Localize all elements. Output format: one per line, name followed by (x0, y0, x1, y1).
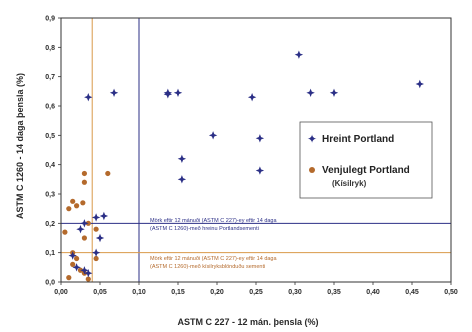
data-point-venjulegt (74, 203, 80, 209)
data-point-hreint (76, 225, 85, 234)
data-point-hreint (173, 88, 183, 97)
y-tick-label: 0,4 (45, 162, 55, 169)
data-point-venjulegt (66, 206, 72, 212)
series-hreint-portland (68, 50, 424, 278)
y-tick-label: 0,2 (45, 221, 55, 228)
y-axis-ticks: 0,0 0,1 0,2 0,3 0,4 0,5 0,6 0,7 0,8 0,9 (45, 16, 61, 287)
y-axis-title: ASTM C 1260 - 14 daga þensla (%) (15, 73, 25, 219)
x-tick-label: 0,25 (249, 289, 263, 296)
legend-marker-star-icon: ✦ (307, 132, 317, 146)
y-tick-label: 0,0 (45, 280, 55, 287)
data-point-hreint (177, 175, 187, 184)
data-point-hreint (247, 93, 257, 102)
data-point-venjulegt (81, 170, 87, 177)
annotation-orange-line1: Mörk eftir 12 mánuði (ASTM C 227)-ey eft… (150, 255, 277, 262)
data-point-hreint (91, 213, 101, 222)
data-point-venjulegt (66, 275, 72, 281)
annotation-orange-line2: (ASTM C 1260)-með kísilryksblönduðu seme… (150, 263, 265, 270)
annotation-blue: Mörk eftir 12 mánuði (ASTM C 227)-ey eft… (150, 217, 277, 232)
data-point-venjulegt (74, 255, 80, 262)
x-tick-label: 0,00 (54, 289, 68, 296)
legend-marker-circle-icon (309, 167, 315, 173)
data-point-hreint (415, 79, 424, 89)
data-point-hreint (294, 50, 304, 59)
data-point-hreint (80, 266, 89, 275)
x-axis-title: ASTM C 227 - 12 mán. þensla (%) (177, 317, 318, 327)
x-tick-label: 0,30 (288, 289, 302, 296)
x-tick-label: 0,20 (210, 289, 224, 296)
data-point-hreint (208, 131, 218, 140)
y-tick-label: 0,8 (45, 45, 55, 52)
series-venjulegt-portland (62, 170, 111, 282)
data-point-hreint (329, 88, 339, 97)
x-tick-label: 0,50 (444, 289, 458, 296)
data-point-hreint (306, 88, 315, 97)
annotation-blue-line1: Mörk eftir 12 mánuði (ASTM C 227)-ey eft… (150, 217, 277, 224)
annotation-orange: Mörk eftir 12 mánuði (ASTM C 227)-ey eft… (150, 255, 277, 270)
data-point-venjulegt (62, 229, 68, 235)
data-point-hreint (84, 93, 93, 102)
data-point-hreint (99, 211, 109, 221)
x-tick-label: 0,35 (327, 289, 341, 296)
data-point-venjulegt (85, 276, 91, 282)
legend-label-venjulegt: Venjulegt Portland (322, 165, 410, 176)
annotation-blue-line2: (ASTM C 1260)-með hreinu Portlandsementi (150, 225, 259, 232)
data-point-hreint (84, 269, 93, 278)
x-tick-label: 0,40 (366, 289, 380, 296)
data-point-hreint (91, 248, 101, 257)
data-point-venjulegt (105, 170, 111, 177)
data-point-hreint (80, 219, 89, 228)
data-point-hreint (255, 166, 265, 175)
legend: ✦ Hreint Portland Venjulegt Portland (Kí… (299, 121, 433, 199)
data-point-venjulegt (93, 226, 99, 232)
data-point-venjulegt (81, 179, 87, 185)
x-tick-label: 0,05 (93, 289, 107, 296)
y-tick-label: 0,5 (45, 133, 55, 140)
legend-label-hreint: Hreint Portland (322, 134, 394, 145)
y-tick-label: 0,1 (45, 250, 55, 257)
data-point-hreint (163, 88, 173, 97)
y-tick-label: 0,9 (45, 16, 55, 23)
plot-frame (60, 17, 452, 283)
data-point-hreint (109, 88, 119, 97)
legend-box (299, 121, 433, 199)
x-tick-label: 0,10 (132, 289, 146, 296)
y-tick-label: 0,7 (45, 74, 55, 81)
data-point-venjulegt (81, 235, 87, 241)
data-point-hreint (68, 251, 77, 260)
x-tick-label: 0,15 (171, 289, 185, 296)
data-point-venjulegt (93, 255, 99, 262)
data-point-venjulegt (70, 198, 76, 204)
data-point-hreint (177, 154, 187, 163)
y-tick-label: 0,6 (45, 104, 55, 111)
legend-label-kisilryk: (Kísilryk) (332, 179, 367, 188)
data-point-hreint (255, 134, 265, 143)
data-point-venjulegt (70, 261, 76, 267)
y-tick-label: 0,3 (45, 192, 55, 199)
data-point-venjulegt (80, 200, 86, 206)
data-point-hreint (95, 233, 105, 243)
x-axis-ticks: 0,00 0,05 0,10 0,15 0,20 0,25 0,30 0,35 0,40 0,45… (54, 282, 458, 296)
data-point-hreint (72, 263, 81, 272)
reference-lines (61, 18, 451, 282)
x-tick-label: 0,45 (405, 289, 419, 296)
